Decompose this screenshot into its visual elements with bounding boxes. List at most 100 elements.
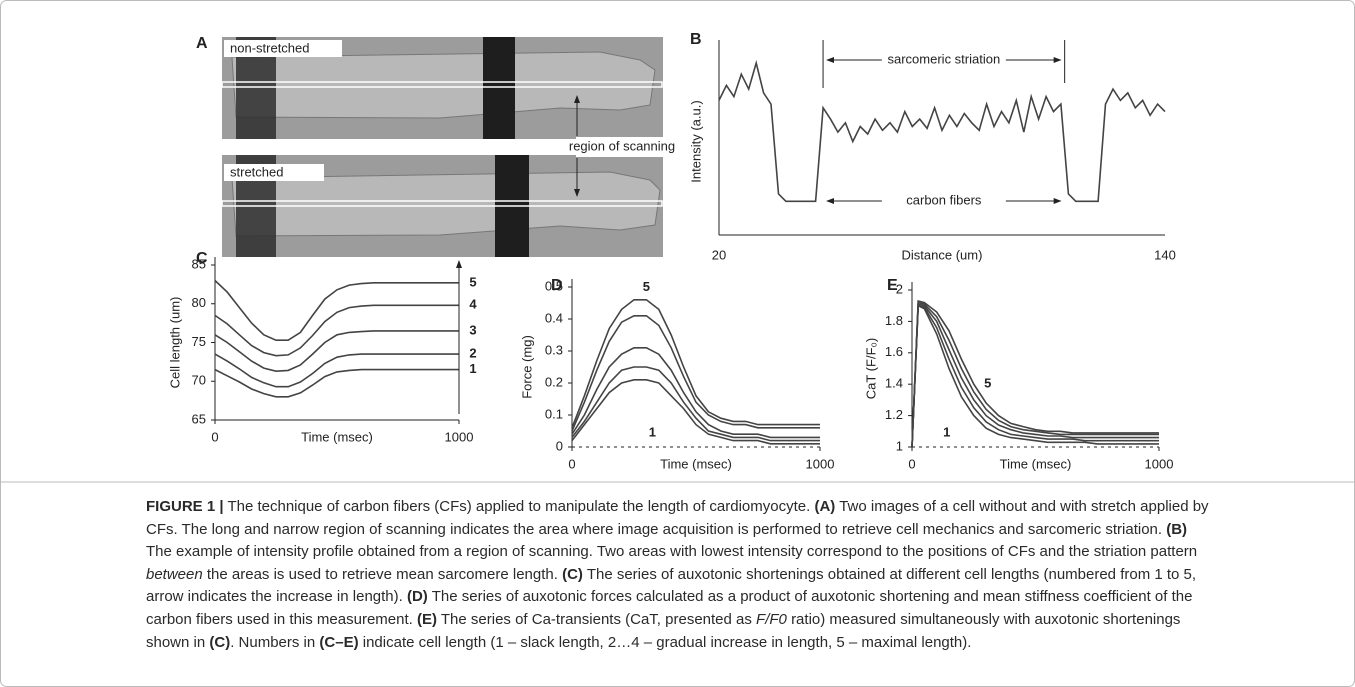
caption-text: Two images of a cell without and with st… bbox=[146, 498, 1209, 538]
series-label: 1 bbox=[469, 361, 476, 376]
series-label: 1 bbox=[943, 424, 950, 439]
annotation: region of scanning bbox=[569, 138, 675, 153]
y-tick-label: 1.6 bbox=[885, 344, 903, 359]
data-line bbox=[911, 301, 1159, 448]
series-label: 5 bbox=[984, 376, 991, 391]
x-axis-label: Time (msec) bbox=[660, 456, 732, 471]
y-tick-label: 1.4 bbox=[885, 376, 903, 391]
panel-letter: C bbox=[196, 250, 208, 267]
caption-text: the areas is used to retrieve mean sarco… bbox=[206, 565, 558, 583]
panel-letter: B bbox=[690, 31, 702, 48]
caption-emphasis: F/F0 bbox=[756, 610, 787, 628]
caption-text: ratio) measured simultaneously with auxo… bbox=[146, 610, 1181, 651]
panel-letter: A bbox=[196, 35, 208, 52]
cell bbox=[231, 171, 661, 237]
data-line bbox=[911, 303, 1159, 448]
series-label: 1 bbox=[649, 424, 656, 439]
x-tick-label: 20 bbox=[712, 247, 726, 262]
chart: C Cell length (um) Time (msec) 0 1000 65 70 75 8… bbox=[167, 250, 477, 444]
data-line bbox=[214, 353, 459, 388]
series-label: 5 bbox=[469, 274, 476, 289]
caption: FIGURE 1 | The technique of carbon fiber… bbox=[146, 496, 1214, 654]
x-axis-label: Distance (um) bbox=[902, 247, 983, 262]
x-tick-label: 140 bbox=[1154, 247, 1176, 262]
y-axis-label: Force (mg) bbox=[519, 335, 534, 399]
y-tick-label: 1.2 bbox=[885, 407, 903, 422]
series-label: 3 bbox=[469, 322, 476, 337]
carbon-fiber bbox=[483, 37, 515, 139]
image-label: non-stretched bbox=[230, 40, 310, 55]
data-line bbox=[718, 59, 1166, 203]
data-line bbox=[911, 304, 1159, 448]
y-tick-label: 0 bbox=[556, 438, 563, 453]
caption-text: indicate cell length (1 – slack length, … bbox=[362, 633, 972, 651]
x-tick-label: 1000 bbox=[1145, 456, 1174, 471]
caption-text: The series of auxotonic forces calculate… bbox=[146, 588, 1193, 628]
y-tick-label: 85 bbox=[192, 256, 206, 271]
caption-text: . Numbers in bbox=[230, 633, 316, 651]
y-tick-label: 75 bbox=[192, 334, 206, 349]
y-tick-label: 0.4 bbox=[545, 310, 563, 325]
image-label: stretched bbox=[230, 164, 283, 179]
y-tick-label: 70 bbox=[192, 373, 206, 388]
chart: D Force (mg) Time (msec) 0 1000 0 0.1 0.2 0.3 0.4… bbox=[519, 277, 834, 471]
series-label: 5 bbox=[643, 279, 650, 294]
y-tick-label: 1 bbox=[896, 438, 903, 453]
panel-a: A non-stretched stretched region of scan… bbox=[196, 35, 675, 257]
panel-letter: D bbox=[551, 277, 563, 294]
data-line bbox=[911, 304, 1159, 448]
y-tick-label: 65 bbox=[192, 411, 206, 426]
caption-text: The example of intensity profile obtaine… bbox=[146, 543, 1198, 561]
caption-text: The technique of carbon fibers (CFs) app… bbox=[227, 498, 811, 515]
caption-ref: (D) bbox=[406, 588, 428, 606]
x-axis-label: Time (msec) bbox=[1000, 456, 1072, 471]
caption-label: FIGURE 1 | bbox=[146, 498, 224, 515]
caption-ref: (C–E) bbox=[319, 633, 359, 651]
caption-text: The series of auxotonic shortenings obta… bbox=[146, 565, 1197, 606]
y-tick-label: 0.2 bbox=[545, 374, 563, 389]
data-line bbox=[571, 366, 820, 442]
x-tick-label: 0 bbox=[908, 456, 915, 471]
y-axis-label: Cell length (um) bbox=[167, 297, 182, 389]
caption-emphasis: between bbox=[146, 565, 203, 583]
data-line bbox=[571, 379, 820, 445]
x-tick-label: 1000 bbox=[445, 429, 474, 444]
caption-text: The series of Ca-transients (CaT, presen… bbox=[440, 610, 752, 628]
caption-ref: (C) bbox=[209, 633, 231, 651]
chart: B Intensity (a.u.) Distance (um) 20 140 sarco… bbox=[688, 31, 1175, 262]
series-label: 4 bbox=[469, 297, 477, 312]
scan-region bbox=[221, 200, 663, 207]
caption-ref: (B) bbox=[1166, 520, 1188, 538]
data-line bbox=[214, 304, 459, 357]
y-tick-label: 0.3 bbox=[545, 342, 563, 357]
data-line bbox=[571, 347, 820, 439]
y-axis-label: Intensity (a.u.) bbox=[688, 100, 703, 182]
x-tick-label: 0 bbox=[211, 429, 218, 444]
caption-ref: (C) bbox=[562, 565, 583, 583]
data-line bbox=[214, 330, 459, 373]
y-tick-label: 80 bbox=[192, 295, 206, 310]
data-line bbox=[571, 315, 820, 432]
annotation: carbon fibers bbox=[906, 192, 982, 207]
data-line bbox=[911, 299, 1159, 448]
scan-region bbox=[221, 81, 663, 88]
caption-ref: (A) bbox=[814, 498, 836, 515]
y-tick-label: 0.1 bbox=[545, 406, 563, 421]
y-tick-label: 1.8 bbox=[885, 313, 903, 328]
annotation: sarcomeric striation bbox=[888, 51, 1001, 66]
series-label: 2 bbox=[469, 346, 476, 361]
data-line bbox=[214, 368, 459, 398]
data-line bbox=[571, 299, 820, 429]
y-axis-label: CaT (F/F₀) bbox=[863, 338, 878, 399]
chart: E CaT (F/F₀) Time (msec) 0 1000 1 1.2 1.4 1.6 1.8… bbox=[863, 277, 1173, 471]
label-box bbox=[224, 40, 342, 57]
y-tick-label: 2 bbox=[896, 281, 903, 296]
y-tick-label: 0.5 bbox=[545, 278, 563, 293]
cell bbox=[231, 51, 656, 119]
x-axis-label: Time (msec) bbox=[301, 429, 373, 444]
panel-letter: E bbox=[887, 277, 898, 294]
x-tick-label: 0 bbox=[568, 456, 575, 471]
annotation-box bbox=[576, 137, 668, 157]
